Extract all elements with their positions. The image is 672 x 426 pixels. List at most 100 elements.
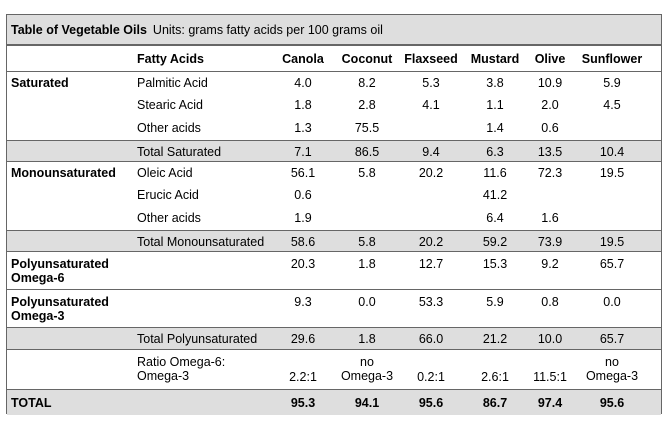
row-value-mustard: 5.9 bbox=[486, 295, 504, 309]
row-value-mustard: 59.2 bbox=[482, 235, 508, 249]
row-value-olive: 10.0 bbox=[537, 332, 563, 346]
row-fatty-acid: Oleic Acid bbox=[137, 166, 193, 180]
total-value-flaxseed: 95.6 bbox=[418, 396, 444, 410]
row-value-sunflower: 0.0 bbox=[603, 295, 621, 309]
row-value-mustard: 6.4 bbox=[486, 211, 504, 225]
table-row: Monounsaturated Oleic Acid 56.1 5.8 20.2 11.6… bbox=[7, 161, 661, 184]
row-value-canola: 29.6 bbox=[290, 332, 316, 346]
row-value-canola: 58.6 bbox=[290, 235, 316, 249]
table-row: Total Saturated 7.1 86.5 9.4 6.3 13.5 10.4 bbox=[7, 140, 661, 161]
row-value-canola: 56.1 bbox=[290, 166, 316, 180]
table-row: Polyunsaturated Omega-3 9.3 0.0 53.3 5.9 0.8 0… bbox=[7, 289, 661, 327]
table-row: Other acids 1.3 75.5 1.4 0.6 bbox=[7, 117, 661, 140]
row-value-olive: 0.8 bbox=[541, 295, 559, 309]
row-value-canola: 0.6 bbox=[294, 188, 312, 202]
row-value-canola: 20.3 bbox=[290, 257, 316, 271]
row-value-coconut: 1.8 bbox=[358, 332, 376, 346]
row-value-coconut: 5.8 bbox=[358, 166, 376, 180]
row-value-sunflower: 19.5 bbox=[599, 235, 625, 249]
header-mustard: Mustard bbox=[470, 52, 520, 66]
row-fatty-acid: Other acids bbox=[137, 211, 201, 225]
vegetable-oils-table: Table of Vegetable Oils Units: grams fat… bbox=[6, 14, 662, 415]
row-value-flaxseed: 5.3 bbox=[422, 76, 440, 90]
row-value-olive: 10.9 bbox=[537, 76, 563, 90]
row-fatty-acid: Total Polyunsaturated bbox=[137, 332, 258, 346]
row-value-canola: 4.0 bbox=[294, 76, 312, 90]
row-value-flaxseed: 53.3 bbox=[418, 295, 444, 309]
row-value-mustard: 1.1 bbox=[486, 98, 504, 112]
row-fatty-acid: Ratio Omega-6: Omega-3 bbox=[137, 355, 226, 383]
row-value-sunflower: 5.9 bbox=[603, 76, 621, 90]
table-row: Polyunsaturated Omega-6 20.3 1.8 12.7 15.3 9.… bbox=[7, 251, 661, 289]
table-row: Saturated Palmitic Acid 4.0 8.2 5.3 3.8 10.9 5.… bbox=[7, 71, 661, 94]
total-value-coconut: 94.1 bbox=[354, 396, 380, 410]
table-units: Units: grams fatty acids per 100 grams o… bbox=[152, 22, 383, 37]
row-value-olive: 1.6 bbox=[541, 211, 559, 225]
row-value-canola: 7.1 bbox=[294, 145, 312, 159]
header-sunflower: Sunflower bbox=[581, 52, 643, 66]
row-value-mustard: 2.6:1 bbox=[481, 370, 509, 384]
row-value-coconut: 2.8 bbox=[358, 98, 376, 112]
row-value-coconut: 8.2 bbox=[358, 76, 376, 90]
table-row: Erucic Acid 0.6 41.2 bbox=[7, 184, 661, 207]
total-row: TOTAL 95.3 94.1 95.6 86.7 97.4 95.6 bbox=[7, 389, 661, 415]
row-value-canola: 1.9 bbox=[294, 211, 312, 225]
total-label: TOTAL bbox=[11, 396, 52, 410]
total-value-mustard: 86.7 bbox=[482, 396, 508, 410]
table-row: Total Polyunsaturated 29.6 1.8 66.0 21.2 10.0… bbox=[7, 327, 661, 349]
row-value-flaxseed: 0.2:1 bbox=[417, 370, 445, 384]
row-value-flaxseed: 20.2 bbox=[418, 166, 444, 180]
row-category: Monounsaturated bbox=[11, 166, 116, 180]
row-value-coconut: 86.5 bbox=[354, 145, 380, 159]
header-olive: Olive bbox=[534, 52, 566, 66]
row-value-canola: 2.2:1 bbox=[289, 370, 317, 384]
row-value-flaxseed: 12.7 bbox=[418, 257, 444, 271]
total-value-olive: 97.4 bbox=[537, 396, 563, 410]
row-value-olive: 2.0 bbox=[541, 98, 559, 112]
header-canola: Canola bbox=[282, 52, 324, 66]
row-value-sunflower: no Omega-3 bbox=[585, 355, 639, 383]
row-fatty-acid: Stearic Acid bbox=[137, 98, 204, 112]
table-row: Other acids 1.9 6.4 1.6 bbox=[7, 207, 661, 230]
table-row: Ratio Omega-6: Omega-3 2.2:1 no Omega-3 0.2… bbox=[7, 349, 661, 387]
header-row: Fatty Acids Canola Coconut Flaxseed Mustard O… bbox=[7, 45, 661, 71]
row-value-olive: 13.5 bbox=[537, 145, 563, 159]
row-value-sunflower: 65.7 bbox=[599, 257, 625, 271]
row-value-mustard: 3.8 bbox=[486, 76, 504, 90]
row-fatty-acid: Total Monounsaturated bbox=[137, 235, 265, 249]
row-category: Saturated bbox=[11, 76, 69, 90]
row-category: Polyunsaturated Omega-6 bbox=[11, 257, 109, 285]
table-row: Stearic Acid 1.8 2.8 4.1 1.1 2.0 4.5 bbox=[7, 94, 661, 117]
row-value-mustard: 1.4 bbox=[486, 121, 504, 135]
row-value-sunflower: 19.5 bbox=[599, 166, 625, 180]
row-value-mustard: 21.2 bbox=[482, 332, 508, 346]
row-value-coconut: 0.0 bbox=[358, 295, 376, 309]
row-value-olive: 72.3 bbox=[537, 166, 563, 180]
row-value-flaxseed: 20.2 bbox=[418, 235, 444, 249]
table-title-bar: Table of Vegetable Oils Units: grams fat… bbox=[7, 15, 661, 45]
header-coconut: Coconut bbox=[341, 52, 393, 66]
row-value-flaxseed: 9.4 bbox=[422, 145, 440, 159]
row-value-sunflower: 10.4 bbox=[599, 145, 625, 159]
header-fatty-acids: Fatty Acids bbox=[137, 52, 204, 66]
row-value-olive: 9.2 bbox=[541, 257, 559, 271]
table-title: Table of Vegetable Oils bbox=[11, 22, 147, 37]
row-value-flaxseed: 66.0 bbox=[418, 332, 444, 346]
row-value-sunflower: 4.5 bbox=[603, 98, 621, 112]
row-category: Polyunsaturated Omega-3 bbox=[11, 295, 109, 323]
row-fatty-acid: Other acids bbox=[137, 121, 201, 135]
row-value-canola: 9.3 bbox=[294, 295, 312, 309]
row-value-olive: 73.9 bbox=[537, 235, 563, 249]
row-value-flaxseed: 4.1 bbox=[422, 98, 440, 112]
header-flaxseed: Flaxseed bbox=[404, 52, 458, 66]
row-value-sunflower: 65.7 bbox=[599, 332, 625, 346]
row-fatty-acid: Erucic Acid bbox=[137, 188, 199, 202]
row-fatty-acid: Palmitic Acid bbox=[137, 76, 208, 90]
row-value-coconut: 5.8 bbox=[358, 235, 376, 249]
total-value-sunflower: 95.6 bbox=[599, 396, 625, 410]
row-value-mustard: 15.3 bbox=[482, 257, 508, 271]
row-value-mustard: 41.2 bbox=[482, 188, 508, 202]
row-value-mustard: 11.6 bbox=[483, 166, 507, 180]
total-value-canola: 95.3 bbox=[290, 396, 316, 410]
row-value-coconut: 1.8 bbox=[358, 257, 376, 271]
